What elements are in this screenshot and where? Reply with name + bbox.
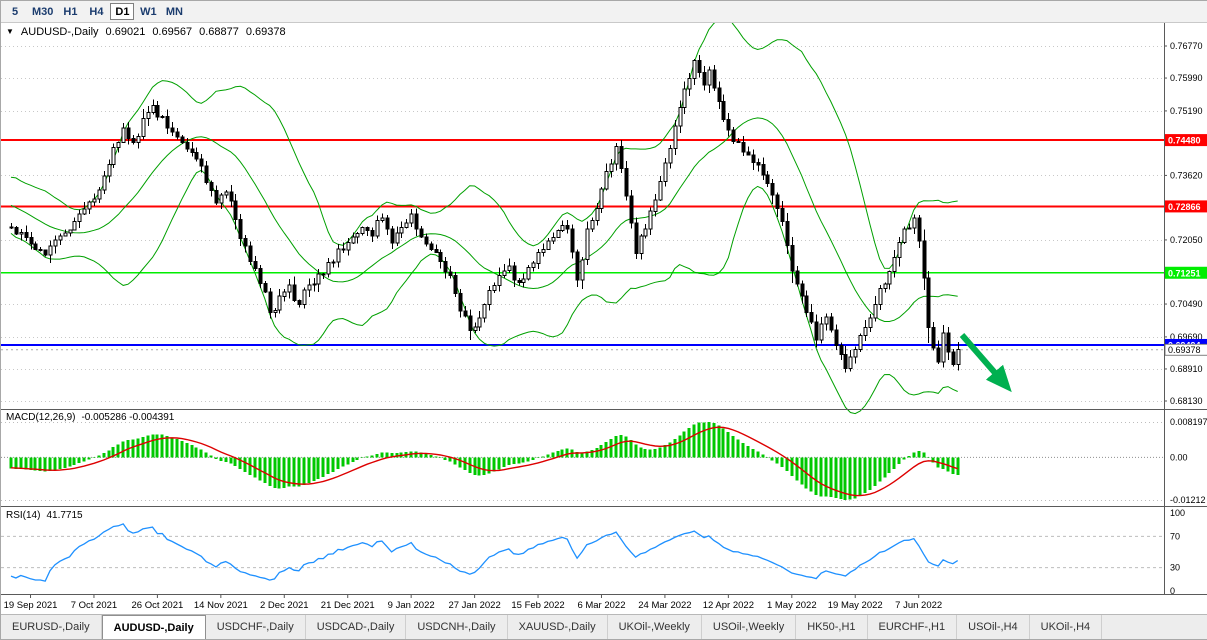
tab-eurchf-h1[interactable]: EURCHF-,H1 (868, 615, 958, 639)
timeframe-button-h1[interactable]: H1 (63, 5, 78, 18)
svg-text:7 Oct 2021: 7 Oct 2021 (71, 600, 117, 611)
svg-text:70: 70 (1170, 531, 1180, 541)
level-price-badge (1165, 266, 1207, 279)
ohlc-low: 0.68877 (199, 26, 239, 38)
svg-text:0.72050: 0.72050 (1170, 235, 1203, 245)
horizontal-level-lines[interactable] (1, 139, 1164, 347)
trend-arrow-annotation[interactable] (959, 333, 1012, 393)
chart-area: 0.76770 0.75990 0.75190 0.73620 0.72050 0.704… (1, 23, 1207, 614)
svg-text:6 Mar 2022: 6 Mar 2022 (577, 600, 625, 611)
rsi-line (10, 523, 959, 582)
bollinger-bands (10, 23, 958, 415)
svg-text:19 Sep 2021: 19 Sep 2021 (4, 600, 58, 611)
tab-eurusd-daily[interactable]: EURUSD-,Daily (1, 615, 102, 639)
svg-text:0.69690: 0.69690 (1170, 332, 1203, 342)
svg-text:100: 100 (1170, 508, 1185, 518)
macd-name: MACD(12,26,9) (6, 412, 76, 423)
svg-text:24 Mar 2022: 24 Mar 2022 (638, 600, 691, 611)
svg-text:0.69378: 0.69378 (1168, 345, 1201, 355)
timeframe-button-h4[interactable]: H4 (89, 5, 104, 18)
svg-text:0.73620: 0.73620 (1170, 170, 1203, 180)
macd-histogram (9, 422, 960, 500)
macd-values: -0.005286 -0.004391 (81, 412, 175, 423)
svg-text:9 Jan 2022: 9 Jan 2022 (388, 600, 435, 611)
ohlc-readout: ▼ AUDUSD-,Daily 0.69021 0.69567 0.68877 … (6, 26, 286, 38)
macd-scale: 0.008197 0.00 -0.01212 (1170, 417, 1207, 505)
macd-panel (1, 422, 1164, 501)
chart-svg[interactable]: 0.76770 0.75990 0.75190 0.73620 0.72050 0.704… (1, 23, 1207, 614)
tab-xauusd-daily[interactable]: XAUUSD-,Daily (508, 615, 608, 639)
tab-usoil-weekly[interactable]: USOil-,Weekly (702, 615, 797, 639)
tab-usoil-h4[interactable]: USOil-,H4 (957, 615, 1030, 639)
rsi-name: RSI(14) (6, 510, 41, 521)
svg-text:0.75990: 0.75990 (1170, 73, 1203, 83)
svg-text:30: 30 (1170, 563, 1180, 573)
ohlc-open: 0.69021 (105, 26, 146, 38)
svg-text:0.74480: 0.74480 (1168, 136, 1201, 146)
svg-text:14 Nov 2021: 14 Nov 2021 (194, 600, 248, 611)
timeframe-toolbar: 5 M30 H1 H4 D1 W1 MN (1, 1, 1207, 23)
rsi-indicator-label: RSI(14) 41.7715 (6, 510, 83, 521)
panel-borders (1, 23, 1207, 595)
timeframe-button-d1[interactable]: D1 (110, 3, 135, 20)
tab-usdcnh-daily[interactable]: USDCNH-,Daily (406, 615, 508, 639)
svg-text:0.68130: 0.68130 (1170, 396, 1203, 406)
svg-text:26 Oct 2021: 26 Oct 2021 (132, 600, 184, 611)
candlestick-series (9, 54, 961, 373)
rsi-panel (1, 523, 1164, 582)
svg-text:0.008197: 0.008197 (1170, 417, 1207, 427)
svg-text:1 May 2022: 1 May 2022 (767, 600, 817, 611)
svg-text:27 Jan 2022: 27 Jan 2022 (448, 600, 500, 611)
tab-audusd-daily[interactable]: AUDUSD-,Daily (101, 615, 206, 639)
tab-ukoil-weekly[interactable]: UKOil-,Weekly (608, 615, 702, 639)
svg-text:15 Feb 2022: 15 Feb 2022 (511, 600, 564, 611)
ohlc-symbol: AUDUSD-,Daily (20, 26, 99, 38)
svg-text:7 Jun 2022: 7 Jun 2022 (895, 600, 942, 611)
time-axis[interactable]: 19 Sep 2021 7 Oct 2021 26 Oct 2021 14 Nov 2… (4, 594, 943, 611)
ohlc-close: 0.69378 (245, 26, 286, 38)
chart-tabs-bar: EURUSD-,Daily AUDUSD-,Daily USDCHF-,Daily U… (1, 614, 1207, 639)
svg-text:0.76770: 0.76770 (1170, 41, 1203, 51)
timeframe-button-w1[interactable]: W1 (140, 5, 157, 18)
level-price-badge (1165, 200, 1207, 213)
tab-hk50-h1[interactable]: HK50-,H1 (796, 615, 868, 639)
svg-text:21 Dec 2021: 21 Dec 2021 (321, 600, 375, 611)
tab-usdchf-daily[interactable]: USDCHF-,Daily (206, 615, 306, 639)
ohlc-high: 0.69567 (152, 26, 193, 38)
macd-indicator-label: MACD(12,26,9) -0.005286 -0.004391 (6, 412, 174, 423)
timeframe-button-mn[interactable]: MN (165, 5, 183, 18)
price-gridlines (1, 46, 1164, 402)
svg-text:-0.01212: -0.01212 (1170, 495, 1206, 505)
svg-text:0.72866: 0.72866 (1168, 202, 1201, 212)
svg-text:19 May 2022: 19 May 2022 (828, 600, 883, 611)
svg-text:0.71251: 0.71251 (1168, 268, 1201, 278)
timeframe-button-m30[interactable]: M30 (32, 5, 54, 18)
svg-text:12 Apr 2022: 12 Apr 2022 (703, 600, 754, 611)
tab-ukoil-h4[interactable]: UKOil-,H4 (1030, 615, 1103, 639)
svg-text:0.00: 0.00 (1170, 452, 1188, 462)
svg-text:0: 0 (1170, 586, 1175, 596)
price-scale[interactable]: 0.76770 0.75990 0.75190 0.73620 0.72050 0.704… (1164, 41, 1207, 406)
svg-text:0.75190: 0.75190 (1170, 106, 1203, 116)
macd-signal-line (10, 426, 958, 497)
svg-text:0.68910: 0.68910 (1170, 364, 1203, 374)
svg-text:0.70490: 0.70490 (1170, 299, 1203, 309)
level-price-badge (1165, 134, 1207, 147)
rsi-scale: 100 70 30 0 (1170, 508, 1185, 596)
tab-usdcad-daily[interactable]: USDCAD-,Daily (306, 615, 407, 639)
rsi-value: 41.7715 (46, 510, 83, 521)
timeframe-button-5[interactable]: 5 (11, 5, 19, 18)
svg-text:2 Dec 2021: 2 Dec 2021 (260, 600, 309, 611)
oneclick-collapse-icon[interactable]: ▼ (6, 27, 14, 36)
